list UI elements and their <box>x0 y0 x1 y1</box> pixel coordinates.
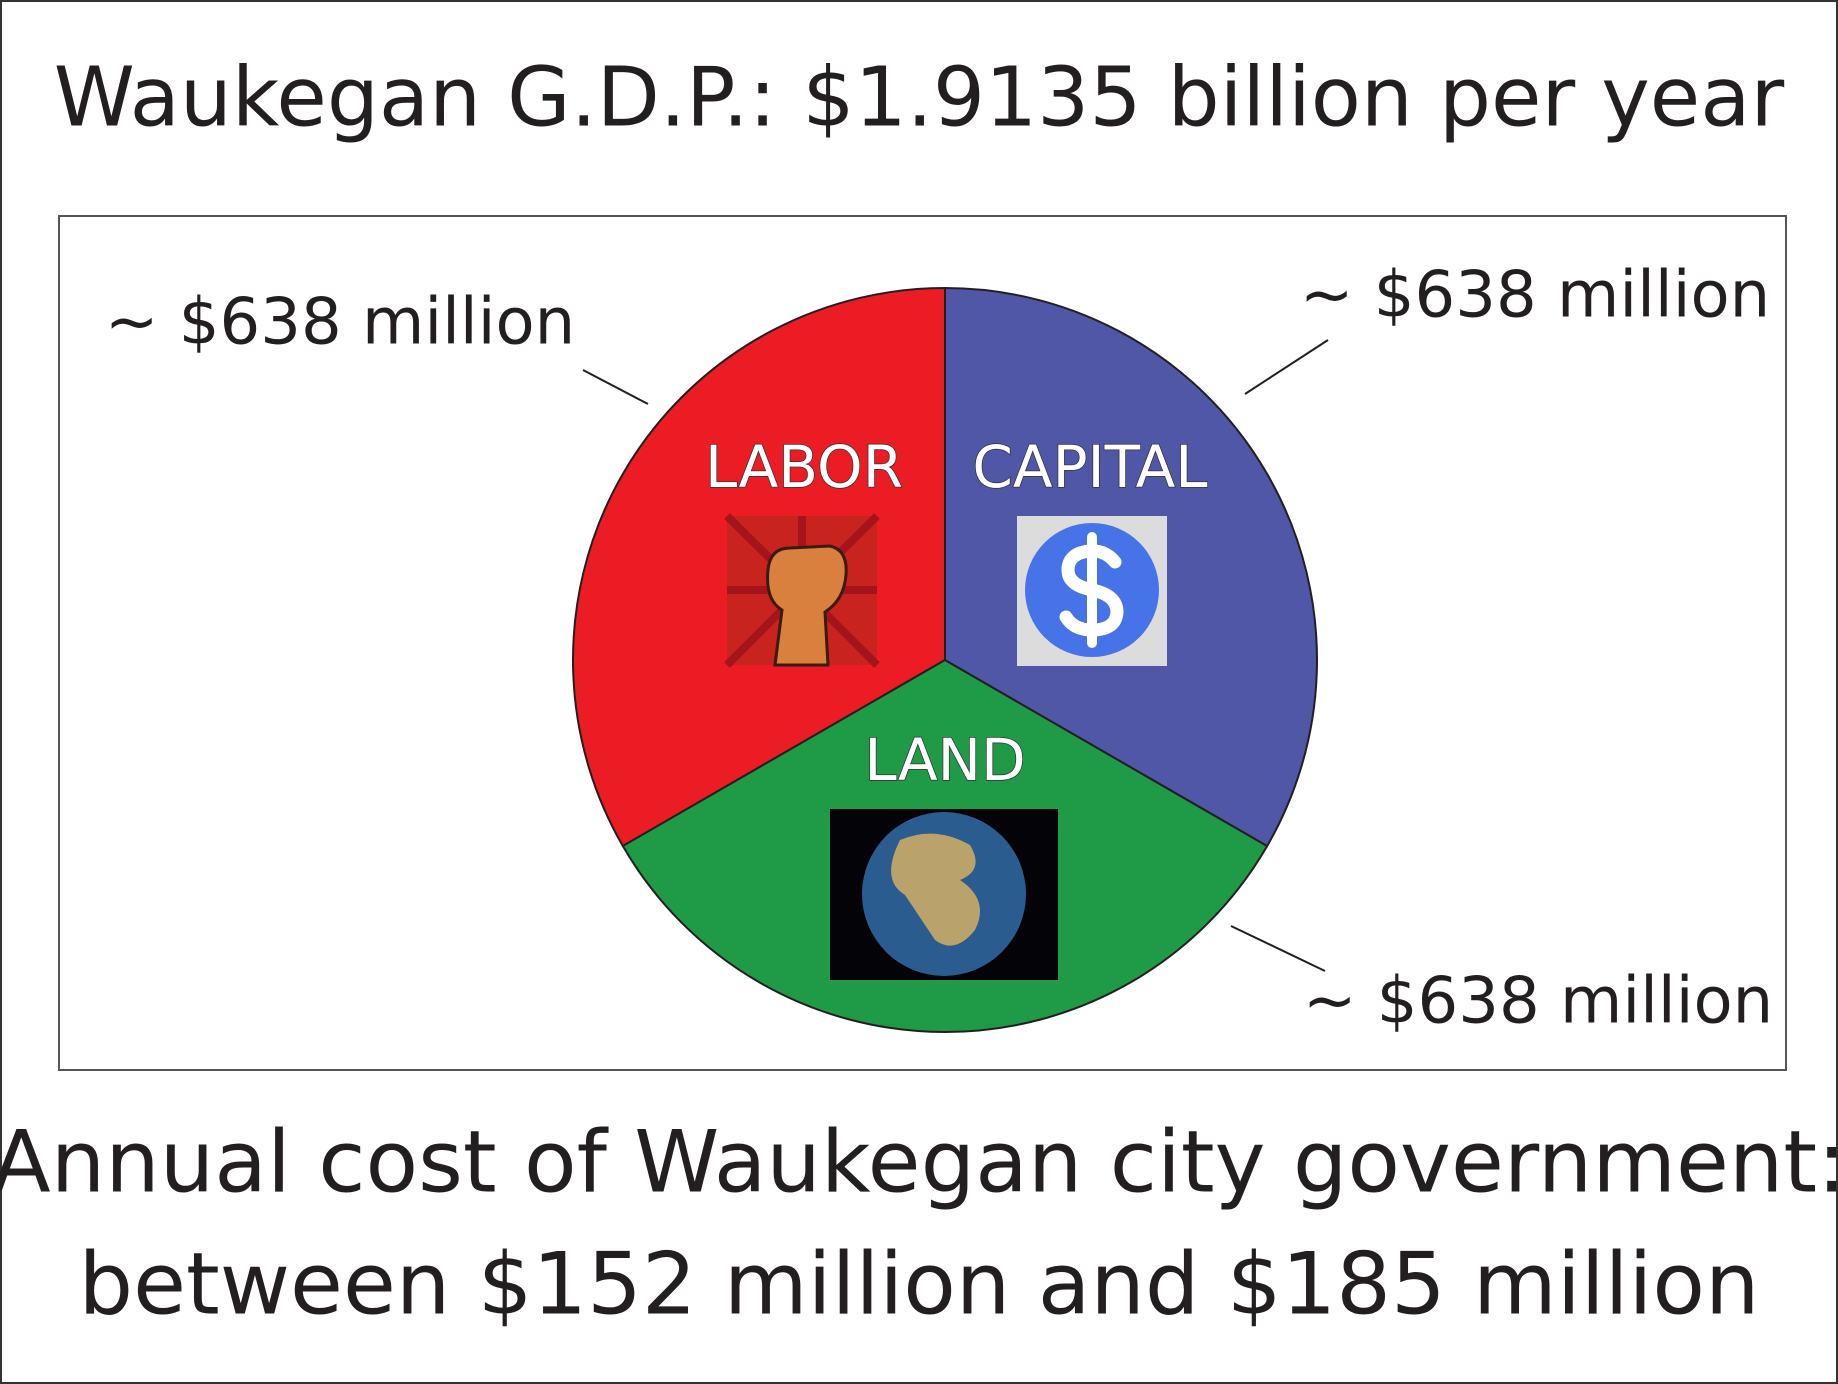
value-label: ~ $638 million <box>1300 259 1770 333</box>
value-label: ~ $638 million <box>105 286 575 360</box>
leader-line <box>582 369 649 405</box>
annotation: Annual cost of Waukegan city government: <box>0 1112 1838 1212</box>
earth-icon <box>830 809 1058 980</box>
annotation: between $152 million and $185 million <box>78 1234 1759 1334</box>
value-label: ~ $638 million <box>1303 965 1773 1039</box>
fist-icon <box>724 513 880 668</box>
category-label: LABOR <box>705 433 903 501</box>
leader-line <box>1230 925 1326 972</box>
dollar-icon <box>1017 516 1167 666</box>
category-label: CAPITAL <box>972 433 1207 501</box>
leader-line <box>1244 339 1329 395</box>
category-label: LAND <box>864 726 1025 794</box>
chart-title: Waukegan G.D.P.: $1.9135 billion per yea… <box>54 50 1785 145</box>
